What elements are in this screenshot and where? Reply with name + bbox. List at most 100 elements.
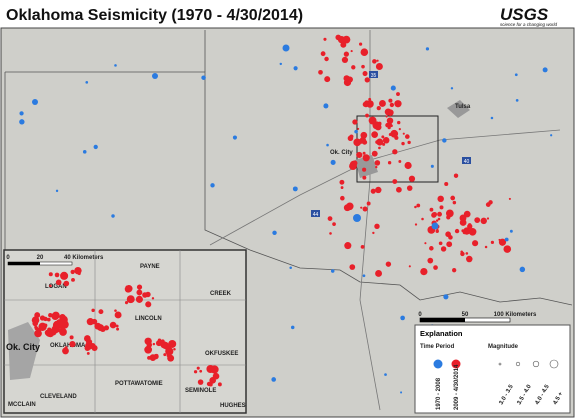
quake-dot xyxy=(136,289,143,296)
quake-dot xyxy=(402,132,405,135)
legend-swatch xyxy=(433,359,443,369)
quake-dots xyxy=(19,34,553,394)
highway-label: 44 xyxy=(313,212,319,218)
quake-dot xyxy=(386,117,394,124)
quake-dot xyxy=(408,175,416,182)
quake-dot xyxy=(378,146,381,150)
quake-dot xyxy=(385,122,390,128)
county-label: MCCLAIN xyxy=(8,402,36,408)
quake-dot xyxy=(326,143,329,147)
quake-dot xyxy=(193,370,198,374)
legend-swatch xyxy=(451,359,461,369)
quake-dot xyxy=(343,51,349,57)
county-label: CLEVELAND xyxy=(40,394,77,400)
quake-dot xyxy=(445,231,451,238)
quake-dot xyxy=(360,131,368,139)
quake-dot xyxy=(330,159,336,165)
quake-dot xyxy=(430,164,434,168)
quake-dot xyxy=(542,67,548,73)
quake-dot xyxy=(173,347,176,351)
quake-dot xyxy=(93,144,98,150)
quake-dot xyxy=(377,66,381,70)
quake-dot xyxy=(396,92,400,97)
quake-dot xyxy=(272,230,277,236)
quake-dot xyxy=(62,347,69,355)
quake-dot xyxy=(484,245,488,249)
quake-dot xyxy=(429,246,434,251)
quake-dot xyxy=(124,301,129,305)
quake-dot xyxy=(372,231,375,235)
quake-dot xyxy=(381,135,385,139)
quake-dot xyxy=(94,322,102,330)
quake-dot xyxy=(58,322,66,330)
quake-dot xyxy=(370,188,376,194)
quake-dot xyxy=(463,227,471,235)
quake-dot xyxy=(427,257,434,264)
county-label: PAYNE xyxy=(140,264,160,270)
quake-dot xyxy=(433,265,438,270)
quake-dot xyxy=(114,64,117,67)
quake-dot xyxy=(460,250,463,254)
quake-dot xyxy=(103,325,110,331)
quake-dot xyxy=(450,87,454,90)
quake-dot xyxy=(56,280,60,285)
quake-dot xyxy=(49,284,52,288)
quake-dot xyxy=(89,343,96,349)
quake-dot xyxy=(445,209,454,218)
quake-dot xyxy=(490,240,495,244)
quake-dot xyxy=(374,160,381,166)
scale-label: 100 Kilometers xyxy=(494,312,537,318)
quake-dot xyxy=(407,140,411,145)
quake-dot xyxy=(77,271,81,276)
quake-dot xyxy=(431,222,439,230)
quake-dot xyxy=(146,342,153,348)
quake-dot xyxy=(71,277,75,282)
inset-frame xyxy=(356,115,439,183)
quake-dot xyxy=(83,335,91,342)
quake-dot xyxy=(466,255,473,263)
quake-dot xyxy=(360,206,363,209)
quake-dot xyxy=(50,328,57,335)
quake-dot xyxy=(414,205,417,209)
quake-dot xyxy=(19,111,24,116)
quake-dot xyxy=(362,154,370,162)
quake-dot xyxy=(356,151,363,159)
quake-dot xyxy=(472,240,479,247)
quake-dot xyxy=(362,274,366,278)
quake-dot xyxy=(371,131,378,138)
quake-dot xyxy=(55,189,59,193)
quake-dot xyxy=(151,297,155,300)
quake-dot xyxy=(84,345,91,352)
quake-dot xyxy=(157,338,162,342)
county-label: HUGHES xyxy=(220,403,246,409)
legend-size xyxy=(498,362,502,366)
quake-dot xyxy=(503,245,512,253)
county-labels: PAYNE LOGAN CREEK LINCOLN OKLAHOMA OKFUSKEE PO… xyxy=(8,264,246,409)
quake-dot xyxy=(438,241,443,246)
quake-dot xyxy=(347,135,354,142)
quake-dot xyxy=(406,185,413,191)
quake-dot xyxy=(323,37,327,41)
quake-dot xyxy=(324,56,329,62)
quake-dot xyxy=(45,330,52,337)
quake-dot xyxy=(293,66,298,71)
quake-dot xyxy=(404,134,410,139)
scale-label: 50 xyxy=(462,312,469,318)
quake-dot xyxy=(490,116,494,120)
quake-dot xyxy=(152,73,158,79)
quake-dot xyxy=(206,381,212,387)
quake-dot xyxy=(486,217,490,220)
quake-dot xyxy=(550,134,553,137)
quake-dot xyxy=(69,335,74,340)
quake-dot xyxy=(70,269,75,275)
quake-dot xyxy=(400,315,405,321)
county-label: LOGAN xyxy=(45,284,67,290)
quake-dot xyxy=(163,353,167,357)
quake-dot xyxy=(289,266,292,270)
county-label: CREEK xyxy=(210,291,232,297)
quake-dot xyxy=(147,355,151,360)
quake-dot xyxy=(425,47,430,51)
quake-dot xyxy=(375,186,382,194)
quake-dot xyxy=(435,219,439,222)
quake-dot xyxy=(82,150,87,154)
